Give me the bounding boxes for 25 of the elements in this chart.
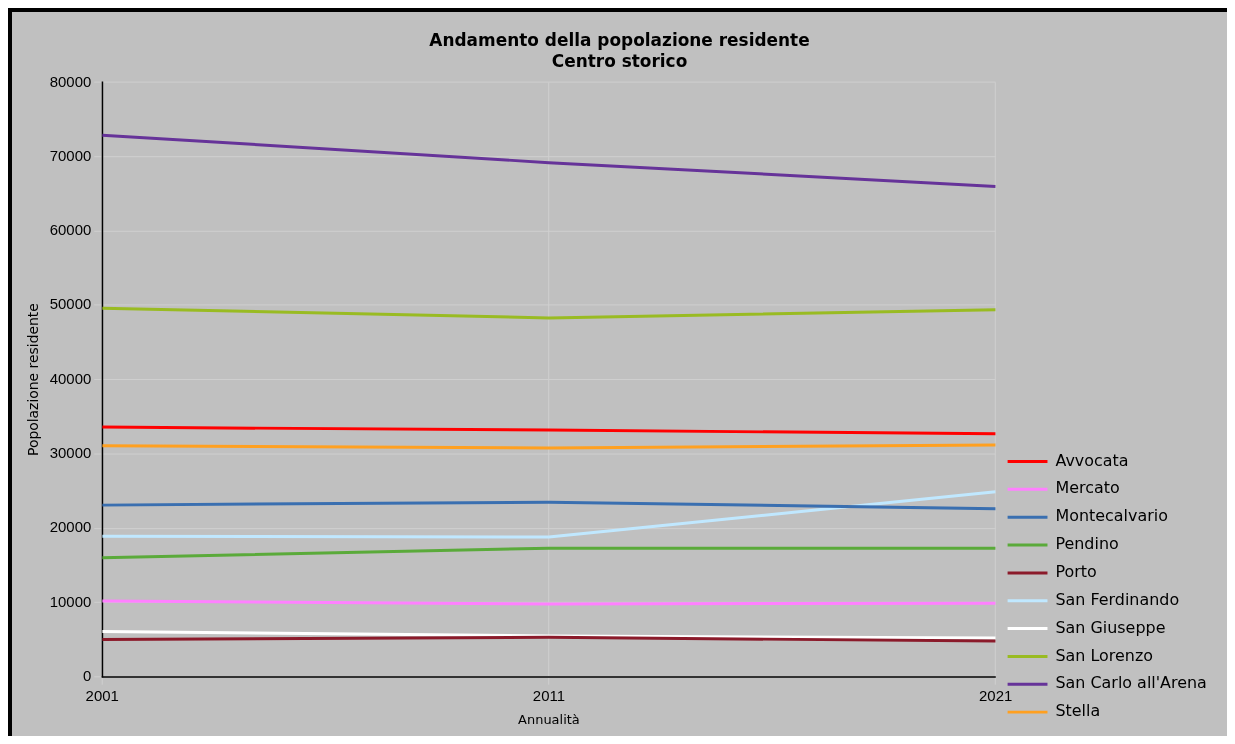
chart-title: Andamento della popolazione residente Centro storico [429, 30, 810, 71]
y-tick-label: 0 [82, 666, 92, 684]
x-tick-label: 2021 [979, 686, 1013, 704]
legend-label: San Carlo all'Arena [1055, 673, 1207, 693]
legend-label: Pendino [1055, 534, 1119, 554]
x-tick-label: 2011 [532, 686, 565, 704]
legend-label: San Ferdinando [1055, 589, 1180, 609]
y-tick-label: 50000 [49, 295, 92, 313]
x-tick-label: 2001 [85, 686, 119, 704]
legend-label: San Lorenzo [1055, 645, 1153, 665]
y-tick-label: 40000 [49, 369, 92, 387]
legend-label: Avvocata [1055, 450, 1129, 470]
y-tick-label: 30000 [49, 443, 92, 461]
y-tick-label: 20000 [49, 518, 92, 536]
x-axis-title: Annualità [518, 711, 580, 727]
legend-label: Montecalvario [1055, 506, 1168, 526]
y-tick-label: 70000 [49, 146, 92, 164]
y-tick-label: 80000 [49, 72, 92, 90]
legend-label: Stella [1055, 701, 1101, 721]
legend-label: Mercato [1055, 478, 1120, 498]
y-axis-title: Popolazione residente [24, 303, 41, 457]
legend-label: San Giuseppe [1055, 617, 1166, 637]
y-tick-label: 10000 [49, 592, 92, 610]
legend-label: Porto [1055, 562, 1097, 582]
y-tick-label: 60000 [49, 221, 92, 239]
